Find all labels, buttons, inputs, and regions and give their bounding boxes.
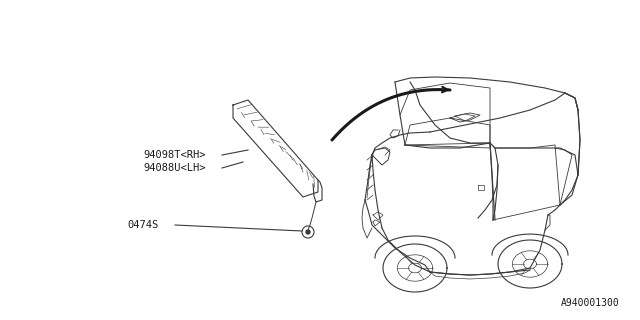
Circle shape [306, 230, 310, 234]
Text: A940001300: A940001300 [561, 298, 620, 308]
Text: 94098T<RH>: 94098T<RH> [143, 150, 205, 160]
Text: 0474S: 0474S [127, 220, 158, 230]
Text: 94088U<LH>: 94088U<LH> [143, 163, 205, 173]
